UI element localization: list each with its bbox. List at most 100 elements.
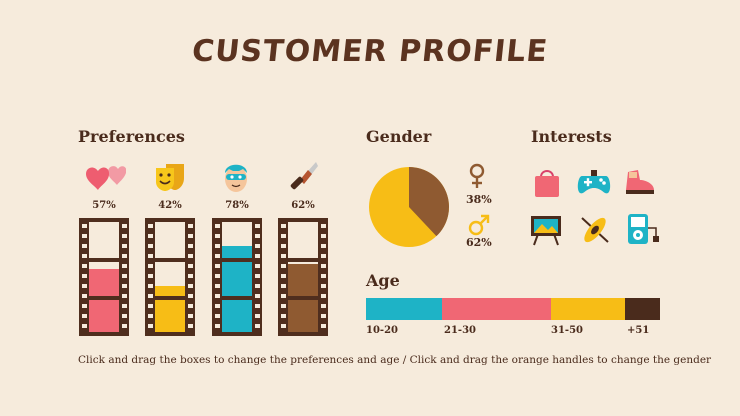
male-symbol-icon [468, 214, 490, 236]
preference-percent-4: 62% [291, 200, 315, 211]
film-sprocket [187, 324, 193, 328]
film-sprocket [280, 324, 286, 328]
hero-mask-icon [221, 159, 251, 193]
film-sprocket [147, 314, 153, 318]
film-sprocket [147, 244, 153, 248]
film-sprocket [280, 234, 286, 238]
film-sprocket [121, 224, 127, 228]
film-sprocket [121, 304, 127, 308]
film-sprocket [81, 254, 87, 258]
film-frame-divider [155, 296, 185, 300]
film-sprocket [121, 254, 127, 258]
sneaker-icon [624, 168, 656, 196]
film-frame-divider [89, 258, 119, 262]
film-sprocket [81, 324, 87, 328]
film-sprocket [320, 264, 326, 268]
female-symbol-icon [468, 163, 486, 189]
film-sprocket [280, 284, 286, 288]
film-sprocket [254, 294, 260, 298]
shopping-bag-icon [532, 168, 562, 198]
film-frame-divider [288, 296, 318, 300]
film-sprocket [254, 254, 260, 258]
age-segment-3[interactable] [551, 298, 625, 320]
preference-fill[interactable] [155, 286, 185, 332]
film-sprocket [187, 314, 193, 318]
film-sprocket [187, 274, 193, 278]
film-sprocket [320, 314, 326, 318]
preference-bar-3[interactable] [212, 218, 262, 336]
age-heading: Age [366, 271, 400, 290]
preference-bar-1[interactable] [79, 218, 129, 336]
preference-bar-2[interactable] [145, 218, 195, 336]
interests-heading: Interests [531, 127, 612, 146]
film-sprocket [280, 224, 286, 228]
film-sprocket [254, 234, 260, 238]
film-sprocket [214, 254, 220, 258]
film-sprocket [81, 244, 87, 248]
age-bar[interactable] [366, 298, 660, 320]
film-sprocket [121, 294, 127, 298]
kayak-icon [578, 214, 612, 246]
film-sprocket [121, 314, 127, 318]
film-sprocket [214, 234, 220, 238]
page-title: CUSTOMER PROFILE [190, 34, 550, 69]
film-sprocket [280, 254, 286, 258]
film-sprocket [254, 284, 260, 288]
hearts-icon [82, 162, 127, 192]
gender-pie-chart[interactable] [368, 166, 450, 248]
preference-percent-3: 78% [225, 200, 249, 211]
film-sprocket [254, 244, 260, 248]
film-sprocket [214, 284, 220, 288]
film-sprocket [121, 264, 127, 268]
film-sprocket [81, 224, 87, 228]
age-segment-2[interactable] [442, 298, 552, 320]
film-sprocket [147, 304, 153, 308]
age-segment-4[interactable] [624, 298, 660, 320]
theater-masks-icon [154, 162, 188, 192]
film-sprocket [254, 314, 260, 318]
film-sprocket [320, 324, 326, 328]
film-sprocket [254, 304, 260, 308]
film-sprocket [147, 324, 153, 328]
film-sprocket [320, 294, 326, 298]
film-sprocket [187, 224, 193, 228]
film-sprocket [81, 264, 87, 268]
film-sprocket [187, 254, 193, 258]
film-frame-divider [155, 258, 185, 262]
film-sprocket [81, 284, 87, 288]
music-player-icon [626, 212, 660, 246]
film-sprocket [121, 234, 127, 238]
gamepad-icon [576, 170, 612, 196]
preference-bar-4[interactable] [278, 218, 328, 336]
film-sprocket [147, 264, 153, 268]
preference-percent-2: 42% [158, 200, 182, 211]
gender-slice-female[interactable] [409, 167, 449, 237]
film-sprocket [280, 294, 286, 298]
film-sprocket [81, 234, 87, 238]
film-sprocket [187, 294, 193, 298]
painting-easel-icon [530, 214, 562, 246]
age-segment-1[interactable] [366, 298, 443, 320]
film-sprocket [147, 224, 153, 228]
film-sprocket [254, 324, 260, 328]
film-sprocket [280, 304, 286, 308]
film-sprocket [214, 294, 220, 298]
film-sprocket [81, 274, 87, 278]
film-sprocket [214, 274, 220, 278]
film-sprocket [147, 254, 153, 258]
film-sprocket [81, 314, 87, 318]
film-sprocket [121, 274, 127, 278]
film-sprocket [187, 284, 193, 288]
instructions-text: Click and drag the boxes to change the p… [78, 354, 712, 366]
film-sprocket [147, 294, 153, 298]
female-percent: 38% [466, 193, 492, 206]
film-sprocket [147, 274, 153, 278]
film-sprocket [187, 304, 193, 308]
preference-fill[interactable] [89, 269, 119, 332]
film-sprocket [121, 284, 127, 288]
film-sprocket [214, 244, 220, 248]
film-sprocket [121, 324, 127, 328]
film-frame-divider [288, 258, 318, 262]
film-sprocket [147, 234, 153, 238]
film-frame-divider [89, 296, 119, 300]
